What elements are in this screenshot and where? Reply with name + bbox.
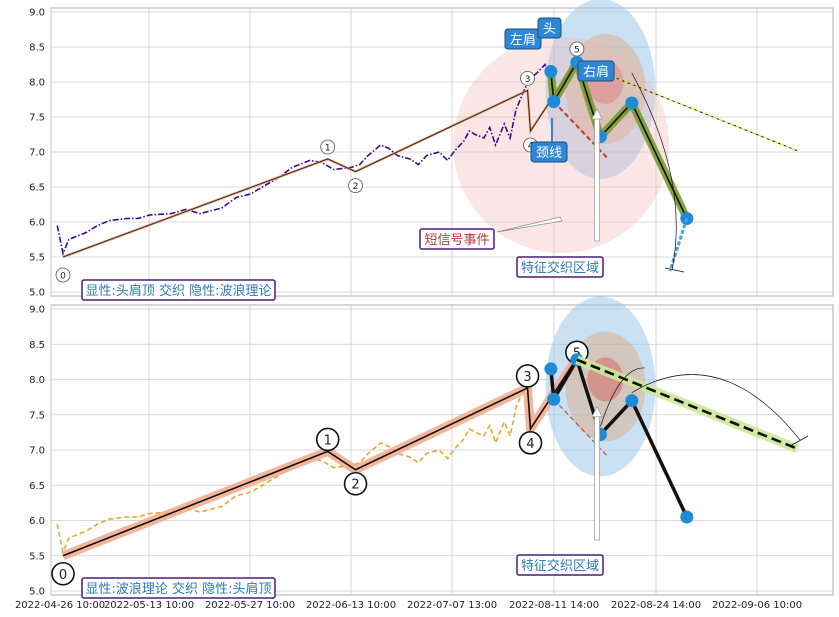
y-tick-label: 7.5 xyxy=(29,113,45,124)
zone-arrow-shaft xyxy=(594,414,600,541)
y-tick-label: 8.5 xyxy=(29,340,45,351)
info-label-box xyxy=(81,577,276,599)
bottom-panel: 5.05.56.06.57.07.58.08.59.0012345特征交织区域显… xyxy=(29,296,834,599)
x-tick-label: 2022-05-27 10:00 xyxy=(205,600,295,611)
wave-point-label: 0 xyxy=(60,272,66,282)
pattern-point-marker xyxy=(544,362,558,376)
wave-point-label: 3 xyxy=(523,370,531,385)
y-tick-label: 8.0 xyxy=(29,78,45,89)
zone-arrow-shaft xyxy=(594,116,600,242)
callout-neckline: 颈线 xyxy=(536,146,562,161)
x-tick-label: 2022-07-07 13:00 xyxy=(407,600,497,611)
measure-arc-tick xyxy=(789,435,809,447)
callout-left-shoulder: 左肩 xyxy=(510,32,536,48)
x-tick-label: 2022-04-26 10:00 xyxy=(15,600,105,611)
wave-point-marker xyxy=(51,561,75,586)
short-signal-arrow xyxy=(496,216,563,233)
wave-point-label: 5 xyxy=(574,46,580,56)
wave-point-marker xyxy=(320,139,336,155)
measure-arc xyxy=(631,374,801,441)
y-tick-label: 5.0 xyxy=(29,587,45,598)
zone-label-box xyxy=(516,554,604,576)
wave-point-marker xyxy=(348,178,363,194)
short-signal-box xyxy=(419,228,495,250)
callout-neckline-box xyxy=(530,141,568,163)
wave-point-marker xyxy=(518,431,543,455)
y-tick-label: 6.0 xyxy=(29,516,45,527)
wave-point-marker xyxy=(315,427,340,452)
x-tick-label: 2022-08-24 14:00 xyxy=(611,600,701,611)
wave-point-marker xyxy=(343,471,368,496)
y-tick-label: 7.0 xyxy=(29,446,45,457)
callout-head: 头 xyxy=(543,22,556,37)
wave-point-label: 1 xyxy=(324,433,332,448)
measure-arc-tick xyxy=(664,267,685,273)
y-tick-label: 6.5 xyxy=(29,481,45,492)
zone-arrow-head xyxy=(591,108,603,120)
y-tick-label: 7.5 xyxy=(29,410,45,421)
pattern-point-marker xyxy=(625,96,639,110)
pattern-point-marker xyxy=(680,510,694,524)
wave-point-marker xyxy=(515,364,540,388)
wave-point-label: 1 xyxy=(325,144,331,154)
wave-point-label: 2 xyxy=(351,478,359,493)
wave-point-label: 0 xyxy=(59,568,67,583)
info-label: 显性:波浪理论 交织 隐性:头肩顶 xyxy=(85,581,271,597)
y-tick-label: 6.5 xyxy=(29,183,45,194)
pattern-point-marker xyxy=(547,95,561,109)
zone-arrow-head xyxy=(591,405,603,418)
x-tick-label: 2022-08-11 14:00 xyxy=(509,600,599,611)
wave-point-marker xyxy=(520,71,535,86)
zone-label: 特征交织区域 xyxy=(521,260,599,276)
callout-head-box xyxy=(537,17,562,39)
zone-label-box xyxy=(516,256,604,278)
price-line xyxy=(56,370,537,555)
zone-label: 特征交织区域 xyxy=(521,558,599,574)
callout-left-shoulder-box xyxy=(504,28,542,50)
measure-arc xyxy=(631,72,677,271)
y-tick-label: 8.5 xyxy=(29,43,45,54)
wave-line xyxy=(62,60,578,258)
wave-line xyxy=(62,357,578,557)
wave-point-label: 3 xyxy=(525,75,531,85)
x-tick-label: 2022-05-13 10:00 xyxy=(104,600,194,611)
y-tick-label: 5.5 xyxy=(29,253,45,264)
info-label-box xyxy=(81,279,276,301)
y-tick-label: 5.5 xyxy=(29,551,45,562)
pattern-point-marker xyxy=(625,394,639,408)
short-signal-label: 短信号事件 xyxy=(424,233,489,248)
pattern-point-marker xyxy=(547,392,561,406)
info-label: 显性:头肩顶 交织 隐性:波浪理论 xyxy=(85,283,271,299)
pattern-point-marker xyxy=(544,65,558,78)
top-panel: 5.05.56.06.57.07.58.08.59.0012345左肩头右肩颈线… xyxy=(29,0,834,301)
wave-point-label: 4 xyxy=(526,437,534,452)
wave-point-marker xyxy=(55,267,71,283)
callout-right-shoulder-box xyxy=(577,60,615,82)
y-tick-label: 5.0 xyxy=(29,288,45,299)
y-tick-label: 8.0 xyxy=(29,375,45,386)
x-tick-label: 2022-06-13 10:00 xyxy=(306,600,396,611)
x-tick-label: 2022-09-06 10:00 xyxy=(712,600,802,611)
price-line xyxy=(56,62,555,257)
y-tick-label: 6.0 xyxy=(29,218,45,229)
wave-point-label: 2 xyxy=(353,182,359,192)
y-tick-label: 9.0 xyxy=(29,8,45,19)
target-line xyxy=(668,218,689,272)
measure-arc xyxy=(600,367,646,427)
y-tick-label: 7.0 xyxy=(29,148,45,159)
callout-right-shoulder: 右肩 xyxy=(583,64,609,80)
y-tick-label: 9.0 xyxy=(29,305,45,316)
projection-line xyxy=(576,358,798,450)
